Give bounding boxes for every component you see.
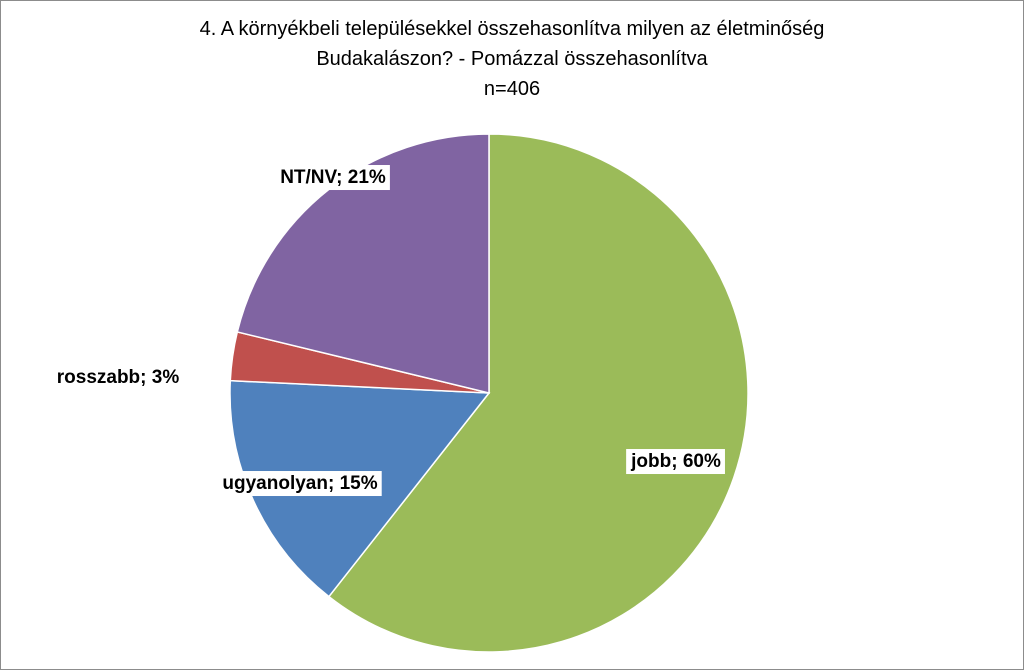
label-rosszabb: rosszabb; 3% bbox=[57, 367, 180, 388]
label-ugyanolyan: ugyanolyan; 15% bbox=[222, 473, 377, 494]
chart-title: 4. A környékbeli településekkel összehas… bbox=[0, 14, 1024, 104]
label-jobb-group: jobb; 60% bbox=[626, 449, 725, 475]
label-nt-nv-group: NT/NV; 21% bbox=[276, 165, 390, 191]
chart-title-line-3: n=406 bbox=[483, 78, 541, 100]
label-jobb: jobb; 60% bbox=[630, 451, 721, 472]
label-nt-nv: NT/NV; 21% bbox=[280, 167, 386, 188]
slice-jobb bbox=[327, 133, 749, 653]
label-rosszabb-group: rosszabb; 3% bbox=[52, 365, 184, 391]
label-background bbox=[52, 365, 184, 391]
chart-title-line-2: Budakalászon? - Pomázzal összehasonlítva bbox=[316, 48, 708, 70]
chart-title-line-1: 4. A környékbeli településekkel összehas… bbox=[199, 18, 825, 40]
label-background bbox=[626, 449, 725, 475]
label-background bbox=[218, 471, 382, 497]
label-background bbox=[276, 165, 390, 191]
label-ugyanolyan-group: ugyanolyan; 15% bbox=[218, 471, 382, 497]
